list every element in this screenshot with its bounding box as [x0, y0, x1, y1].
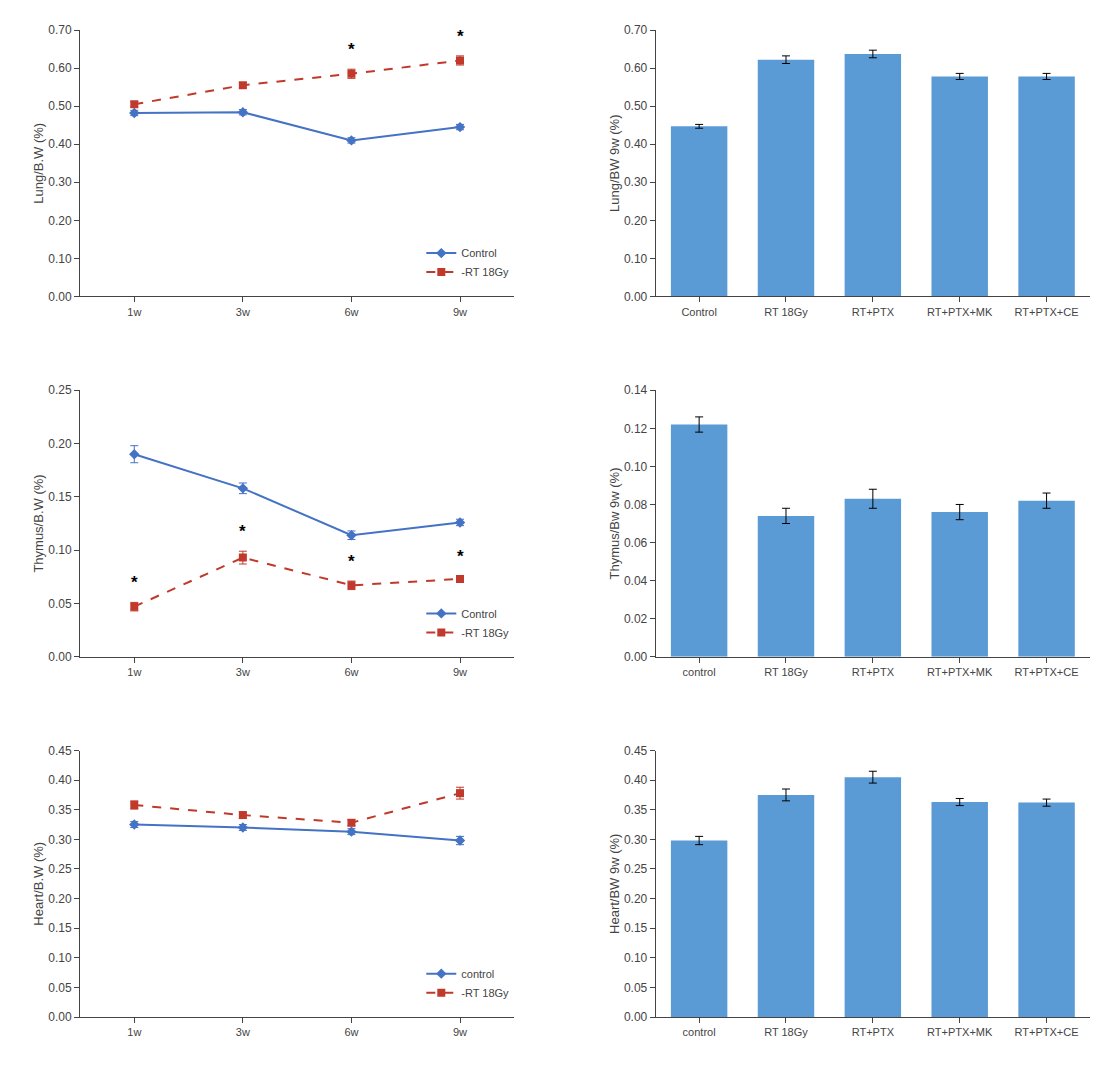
svg-text:9w: 9w — [453, 306, 467, 318]
svg-text:RT+PTX: RT+PTX — [852, 1026, 895, 1038]
svg-text:6w: 6w — [344, 1026, 358, 1038]
svg-text:0.70: 0.70 — [624, 23, 648, 37]
svg-text:0.00: 0.00 — [48, 1010, 72, 1024]
svg-text:0.04: 0.04 — [624, 574, 648, 588]
svg-text:0.05: 0.05 — [48, 981, 72, 995]
svg-text:3w: 3w — [236, 666, 250, 678]
svg-text:0.50: 0.50 — [48, 99, 72, 113]
svg-text:0.25: 0.25 — [48, 862, 72, 876]
svg-text:0.15: 0.15 — [48, 490, 72, 504]
svg-text:0.25: 0.25 — [624, 862, 648, 876]
svg-text:control: control — [683, 1026, 716, 1038]
svg-text:0.35: 0.35 — [48, 803, 72, 817]
svg-text:*: * — [239, 522, 246, 541]
svg-text:0.00: 0.00 — [624, 290, 648, 304]
svg-text:0.20: 0.20 — [624, 214, 648, 228]
svg-text:0.08: 0.08 — [624, 498, 648, 512]
svg-text:0.25: 0.25 — [48, 383, 72, 397]
svg-text:0.10: 0.10 — [48, 252, 72, 266]
svg-text:0.30: 0.30 — [48, 175, 72, 189]
svg-text:-RT 18Gy: -RT 18Gy — [461, 987, 509, 999]
svg-text:0.10: 0.10 — [48, 543, 72, 557]
svg-text:1w: 1w — [127, 1026, 141, 1038]
svg-text:0.20: 0.20 — [48, 892, 72, 906]
svg-text:RT+PTX+CE: RT+PTX+CE — [1015, 306, 1079, 318]
svg-text:0.06: 0.06 — [624, 536, 648, 550]
svg-text:1w: 1w — [127, 306, 141, 318]
svg-text:*: * — [348, 552, 355, 571]
svg-text:9w: 9w — [453, 1026, 467, 1038]
svg-text:3w: 3w — [236, 1026, 250, 1038]
svg-text:0.00: 0.00 — [48, 290, 72, 304]
svg-text:0.45: 0.45 — [624, 744, 648, 758]
svg-text:0.40: 0.40 — [48, 137, 72, 151]
svg-text:0.70: 0.70 — [48, 23, 72, 37]
svg-text:0.45: 0.45 — [48, 744, 72, 758]
svg-text:0.10: 0.10 — [48, 951, 72, 965]
svg-text:RT+PTX+CE: RT+PTX+CE — [1015, 1026, 1079, 1038]
svg-text:RT 18Gy: RT 18Gy — [764, 1026, 808, 1038]
svg-text:0.00: 0.00 — [624, 650, 648, 664]
svg-text:0.00: 0.00 — [624, 1010, 648, 1024]
svg-text:Heart/B.W (%): Heart/B.W (%) — [31, 842, 46, 926]
svg-text:Heart/BW 9w (%): Heart/BW 9w (%) — [607, 834, 622, 934]
svg-text:Thymus/B.W (%): Thymus/B.W (%) — [31, 474, 46, 572]
svg-text:0.15: 0.15 — [48, 921, 72, 935]
svg-text:RT+PTX+MK: RT+PTX+MK — [927, 666, 993, 678]
svg-text:0.40: 0.40 — [624, 137, 648, 151]
svg-text:0.05: 0.05 — [48, 597, 72, 611]
svg-text:0.00: 0.00 — [48, 650, 72, 664]
svg-text:RT+PTX+MK: RT+PTX+MK — [927, 306, 993, 318]
svg-text:0.05: 0.05 — [624, 981, 648, 995]
svg-text:RT+PTX+CE: RT+PTX+CE — [1015, 666, 1079, 678]
svg-text:0.10: 0.10 — [624, 252, 648, 266]
svg-text:0.35: 0.35 — [624, 803, 648, 817]
svg-text:0.40: 0.40 — [624, 773, 648, 787]
svg-text:0.30: 0.30 — [624, 833, 648, 847]
svg-text:0.60: 0.60 — [48, 61, 72, 75]
svg-text:Control: Control — [461, 608, 496, 620]
svg-text:6w: 6w — [344, 666, 358, 678]
svg-text:0.30: 0.30 — [624, 175, 648, 189]
svg-text:RT 18Gy: RT 18Gy — [764, 666, 808, 678]
svg-text:Control: Control — [681, 306, 716, 318]
svg-text:0.10: 0.10 — [624, 951, 648, 965]
svg-text:0.20: 0.20 — [48, 214, 72, 228]
svg-text:6w: 6w — [344, 306, 358, 318]
svg-text:RT+PTX: RT+PTX — [852, 666, 895, 678]
svg-text:0.02: 0.02 — [624, 612, 648, 626]
svg-text:0.20: 0.20 — [624, 892, 648, 906]
svg-text:0.50: 0.50 — [624, 99, 648, 113]
svg-text:0.10: 0.10 — [624, 460, 648, 474]
svg-text:*: * — [348, 40, 355, 59]
svg-text:0.30: 0.30 — [48, 833, 72, 847]
svg-text:0.60: 0.60 — [624, 61, 648, 75]
svg-text:0.12: 0.12 — [624, 422, 648, 436]
svg-text:3w: 3w — [236, 306, 250, 318]
svg-text:Thymus/Bw 9w (%): Thymus/Bw 9w (%) — [607, 468, 622, 580]
svg-text:RT+PTX+MK: RT+PTX+MK — [927, 1026, 993, 1038]
svg-text:0.15: 0.15 — [624, 921, 648, 935]
svg-text:control: control — [683, 666, 716, 678]
svg-text:Control: Control — [461, 247, 496, 259]
svg-text:0.40: 0.40 — [48, 773, 72, 787]
svg-text:1w: 1w — [127, 666, 141, 678]
svg-text:0.20: 0.20 — [48, 437, 72, 451]
svg-text:-RT 18Gy: -RT 18Gy — [461, 627, 509, 639]
svg-text:Lung/BW 9w (%): Lung/BW 9w (%) — [607, 114, 622, 212]
svg-text:RT 18Gy: RT 18Gy — [764, 306, 808, 318]
svg-text:*: * — [131, 573, 138, 592]
svg-text:*: * — [457, 27, 464, 46]
svg-text:-RT 18Gy: -RT 18Gy — [461, 266, 509, 278]
svg-text:9w: 9w — [453, 666, 467, 678]
svg-text:control: control — [461, 968, 494, 980]
svg-text:0.14: 0.14 — [624, 383, 648, 397]
svg-text:RT+PTX: RT+PTX — [852, 306, 895, 318]
svg-text:*: * — [457, 547, 464, 566]
svg-text:Lung/B.W (%): Lung/B.W (%) — [31, 123, 46, 204]
